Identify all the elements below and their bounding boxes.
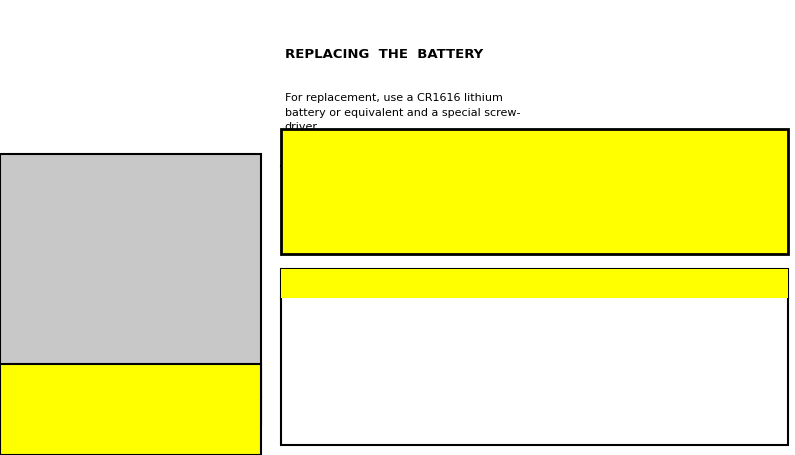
- Text: ◆ Replace only with the same or
   equivalent type recommended by a
   Toyota de: ◆ Replace only with the same or equivale…: [290, 374, 500, 413]
- Text: Special care should be taken to pre-
vent small children from swallowing
the rem: Special care should be taken to pre- ven…: [290, 172, 535, 222]
- Text: NOTICE: NOTICE: [506, 273, 563, 287]
- Text: es or modifications not ex-
y approved by the party respon-
for compliance could: es or modifications not ex- y approved b…: [5, 401, 196, 440]
- Text: ◆ When replacing the terminal battery,
   be careful not to lose the compo-
   n: ◆ When replacing the terminal battery, b…: [290, 305, 509, 344]
- Text: es or modifications not ex-
y approved by the party respon-
for compliance could: es or modifications not ex- y approved b…: [5, 281, 196, 334]
- Text: REPLACING  THE  BATTERY: REPLACING THE BATTERY: [285, 48, 483, 61]
- Text: For replacement, use a CR1616 lithium
battery or equivalent and a special screw-: For replacement, use a CR1616 lithium ba…: [285, 93, 520, 132]
- Text: ⚠  CAUTION: ⚠ CAUTION: [484, 133, 584, 148]
- Text: ⚠  CAUTION: ⚠ CAUTION: [89, 369, 172, 382]
- Text: ect the equipment into an outlet
a circuit different from that to
h the receiver: ect the equipment into an outlet a circu…: [5, 165, 179, 247]
- Text: WARNING:: WARNING:: [5, 263, 66, 273]
